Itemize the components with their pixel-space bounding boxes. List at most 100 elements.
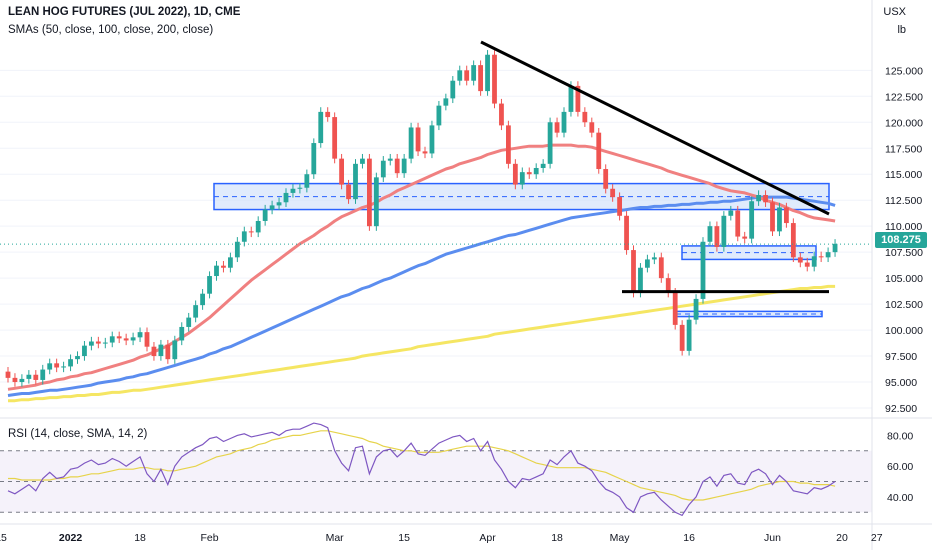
- time-tick-label: 15: [0, 532, 7, 544]
- candle-body: [471, 65, 477, 81]
- candle-body: [283, 192, 289, 203]
- rsi-ma-line: [8, 430, 836, 501]
- candle-body: [193, 305, 199, 318]
- candle-body: [540, 163, 546, 168]
- candle-body: [109, 336, 115, 343]
- time-tick-label: 16: [683, 532, 695, 544]
- price-tick-label: 110.000: [885, 221, 922, 233]
- candle-body: [151, 346, 157, 357]
- candle-body: [26, 374, 32, 379]
- last-price-tag: 108.275: [875, 232, 927, 248]
- time-tick-label: 15: [398, 532, 410, 544]
- candle-body: [387, 158, 393, 161]
- candle-body: [631, 250, 636, 293]
- price-tick-label: 100.000: [885, 325, 923, 337]
- candle-body: [582, 111, 588, 123]
- candle-body: [478, 65, 483, 92]
- candle-body: [33, 374, 39, 380]
- candle-body: [804, 262, 810, 267]
- time-tick-label: 20: [836, 532, 848, 544]
- price-tick-label: 120.000: [885, 117, 923, 129]
- candle-body: [568, 85, 574, 112]
- candle-body: [248, 231, 254, 233]
- candle-body: [728, 210, 734, 216]
- candle-body: [367, 158, 372, 227]
- candle-body: [818, 256, 824, 258]
- candle-body: [373, 177, 379, 227]
- candle-body: [561, 111, 567, 133]
- candle-body: [75, 356, 80, 360]
- price-tick-label: 115.000: [885, 169, 922, 181]
- price-tick-label: 102.500: [885, 299, 923, 311]
- candle-body: [325, 111, 331, 118]
- candle-body: [693, 298, 699, 320]
- candle-body: [123, 338, 129, 341]
- candle-body: [40, 369, 46, 380]
- candle-body: [137, 332, 143, 338]
- candle-body: [339, 158, 344, 185]
- candle-body: [276, 202, 282, 206]
- candle-body: [158, 344, 164, 357]
- candle-body: [603, 169, 609, 189]
- sma50-line: [7, 143, 836, 391]
- candle-body: [811, 256, 817, 267]
- candle-body: [408, 127, 414, 159]
- candle-body: [172, 340, 178, 360]
- time-tick-label: Jun: [764, 532, 781, 544]
- price-tick-label: 105.000: [885, 273, 923, 285]
- candle-body: [672, 292, 678, 325]
- candle-body: [492, 54, 497, 104]
- time-tick-label: 2022: [59, 532, 83, 544]
- rsi-tick-label: 60.00: [887, 461, 913, 473]
- candle-body: [116, 336, 122, 339]
- candle-body: [19, 378, 25, 383]
- candle-body: [506, 125, 511, 164]
- unit-label: lb: [897, 24, 906, 36]
- candle-body: [61, 366, 66, 368]
- candle-body: [262, 209, 268, 221]
- candle-body: [241, 231, 247, 242]
- candle-body: [269, 205, 275, 210]
- candle-body: [575, 85, 581, 112]
- candle-body: [436, 105, 442, 126]
- candle-body: [526, 172, 532, 175]
- candle-body: [651, 257, 657, 260]
- price-tick-label: 112.500: [885, 195, 922, 207]
- time-tick-label: Mar: [326, 532, 345, 544]
- candle-body: [499, 103, 504, 126]
- candle-body: [255, 220, 261, 233]
- candle-body: [519, 172, 525, 185]
- price-tick-label: 117.500: [885, 143, 922, 155]
- candle-body: [290, 188, 296, 193]
- candle-body: [228, 257, 233, 268]
- candle-body: [443, 98, 449, 106]
- price-tick-label: 125.000: [885, 65, 923, 77]
- descending-trendline: [480, 40, 830, 216]
- candle-body: [450, 80, 456, 99]
- candle-body: [102, 342, 108, 344]
- candle-body: [554, 122, 560, 133]
- sma200-line: [8, 284, 836, 403]
- candle-body: [784, 207, 789, 224]
- time-tick-label: 18: [134, 532, 146, 544]
- candle-body: [12, 377, 18, 383]
- candle-body: [700, 241, 706, 299]
- candle-body: [207, 276, 212, 294]
- candle-body: [422, 151, 428, 154]
- candle-body: [658, 257, 664, 279]
- candle-body: [89, 341, 94, 346]
- time-tick-label: May: [610, 532, 631, 544]
- price-tick-label: 97.500: [885, 351, 917, 363]
- rsi-tick-label: 80.00: [887, 430, 913, 442]
- candle-body: [797, 257, 803, 263]
- candle-body: [825, 252, 831, 258]
- candle-body: [429, 125, 435, 154]
- candle-body: [763, 195, 768, 203]
- rsi-legend: RSI (14, close, SMA, 14, 2): [8, 428, 148, 440]
- candle-body: [638, 267, 643, 293]
- rsi-line: [7, 422, 836, 517]
- candle-body: [756, 195, 761, 202]
